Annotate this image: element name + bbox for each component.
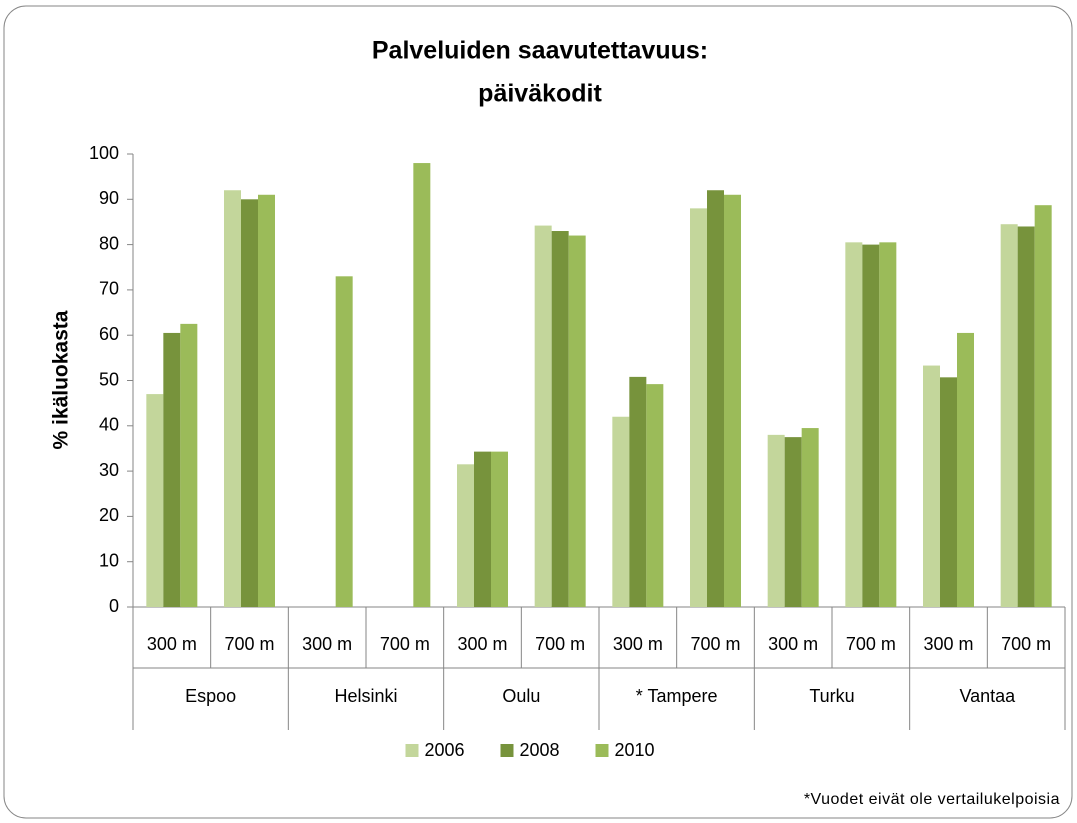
y-tick-label: 20 (99, 505, 119, 525)
chart-title: päiväkodit (478, 80, 602, 108)
y-tick-label: 60 (99, 324, 119, 344)
bar (629, 376, 647, 607)
legend-label: 2006 (425, 740, 465, 760)
x-group-label: Oulu (502, 686, 540, 706)
bar (940, 377, 957, 607)
x-tick-label: 700 m (380, 634, 430, 654)
bar (335, 276, 353, 607)
legend-swatch (500, 744, 514, 757)
bar (146, 394, 164, 607)
bar (923, 365, 940, 607)
y-tick-label: 70 (99, 279, 119, 299)
legend-label: 2008 (520, 740, 560, 760)
legend-label: 2010 (615, 740, 655, 760)
x-group-label: Helsinki (334, 686, 397, 706)
bar (1000, 224, 1018, 607)
x-tick-label: 700 m (846, 634, 896, 654)
x-tick-label: 300 m (613, 634, 663, 654)
bar (241, 199, 258, 608)
legend-swatch (595, 744, 609, 757)
footnote: *Vuodet eivät ole vertailukelpoisia (804, 791, 1060, 808)
x-group-label: * Tampere (636, 686, 718, 706)
y-tick-label: 30 (99, 460, 119, 480)
bar (612, 416, 630, 607)
x-tick-label: 300 m (457, 634, 507, 654)
bar (724, 194, 741, 607)
x-tick-label: 700 m (535, 634, 585, 654)
y-tick-label: 100 (89, 143, 119, 163)
bar (1017, 226, 1035, 608)
bar (646, 384, 664, 607)
bar (413, 163, 431, 607)
bar (457, 464, 474, 607)
bar (474, 451, 491, 607)
bar (957, 332, 974, 607)
x-tick-label: 700 m (224, 634, 274, 654)
x-group-label: Vantaa (959, 686, 1016, 706)
x-tick-label: 700 m (690, 634, 740, 654)
x-tick-label: 300 m (302, 634, 352, 654)
y-tick-label: 50 (99, 369, 119, 389)
bar (879, 242, 897, 607)
bar (224, 190, 241, 608)
bar (568, 235, 586, 608)
y-tick-label: 40 (99, 415, 119, 435)
chart-title: Palveluiden saavutettavuus: (372, 37, 708, 65)
x-tick-label: 300 m (768, 634, 818, 654)
bar (180, 323, 198, 607)
y-tick-label: 80 (99, 233, 119, 253)
bar (767, 434, 785, 607)
bar (534, 225, 552, 607)
bar (690, 208, 707, 608)
legend-swatch (405, 744, 419, 757)
x-group-label: Espoo (185, 686, 236, 706)
x-tick-label: 700 m (1001, 634, 1051, 654)
bar (551, 231, 569, 607)
bar (845, 242, 863, 607)
bar (491, 451, 508, 607)
bar (707, 190, 724, 608)
y-tick-label: 90 (99, 188, 119, 208)
bar (862, 244, 880, 607)
y-tick-label: 0 (109, 596, 119, 616)
bar (163, 332, 181, 607)
x-tick-label: 300 m (923, 634, 973, 654)
bar (801, 428, 819, 607)
bar (1034, 205, 1052, 607)
x-tick-label: 300 m (147, 634, 197, 654)
y-axis-title: % ikäluokasta (50, 310, 73, 449)
bar (258, 194, 275, 607)
x-group-label: Turku (809, 686, 854, 706)
bar (784, 437, 802, 607)
y-tick-label: 10 (99, 550, 119, 570)
